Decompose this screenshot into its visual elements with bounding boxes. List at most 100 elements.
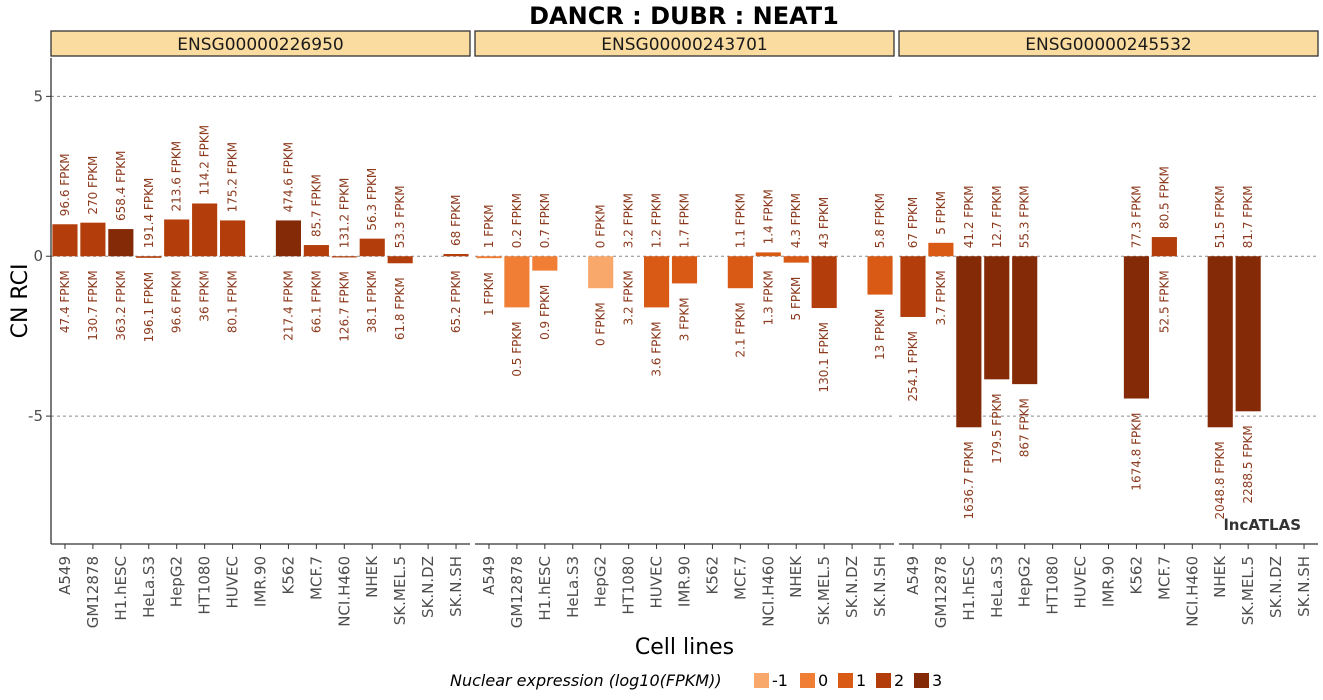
bottom-expression-label: 5 FPKM — [789, 277, 803, 321]
x-tick-label: HeLa.S3 — [140, 556, 158, 618]
bar — [80, 222, 106, 257]
x-tick-label: HT1080 — [1044, 556, 1062, 615]
x-tick-label: HepG2 — [592, 556, 610, 607]
top-expression-label: 85.7 FPKM — [309, 174, 323, 237]
top-expression-label: 51.5 FPKM — [1213, 185, 1227, 248]
bottom-expression-label: 867 FPKM — [1018, 398, 1032, 457]
x-tick-label: H1.hESC — [536, 556, 554, 621]
bottom-expression-label: 196.1 FPKM — [142, 272, 156, 343]
y-tick-label: 5 — [33, 87, 43, 105]
x-tick-label: SK.N.DZ — [1267, 556, 1285, 618]
x-tick-label: HUVEC — [648, 556, 666, 608]
x-tick-label: K562 — [279, 556, 297, 594]
bar — [984, 256, 1010, 380]
bottom-expression-label: 2048.8 FPKM — [1213, 441, 1227, 519]
bottom-expression-label: 61.8 FPKM — [393, 277, 407, 340]
lncatlas-watermark: lncATLAS — [1224, 516, 1301, 534]
top-expression-label: 175.2 FPKM — [226, 142, 240, 213]
x-tick-label: H1.hESC — [960, 556, 978, 621]
legend-label: 0 — [818, 671, 828, 690]
bottom-expression-label: 36 FPKM — [198, 270, 212, 321]
x-tick-label: MCF.7 — [1155, 556, 1173, 600]
bottom-expression-label: 13 FPKM — [873, 309, 887, 360]
bar — [783, 256, 809, 263]
bar — [532, 256, 558, 271]
bar — [192, 203, 218, 257]
x-tick-label: MCF.7 — [731, 556, 749, 600]
bottom-expression-label: 3.2 FPKM — [622, 270, 636, 325]
top-expression-label: 3.2 FPKM — [622, 193, 636, 248]
facet-strip-label: ENSG00000245532 — [1025, 35, 1191, 55]
facet-strip — [474, 30, 895, 57]
bottom-expression-label: 179.5 FPKM — [990, 393, 1004, 464]
panel-ensg00000245532: ENSG00000245532 A549 67 FPKM 254.1 FPKM GM12… — [898, 30, 1319, 628]
bar — [52, 224, 78, 257]
bottom-expression-label: 80.1 FPKM — [226, 270, 240, 333]
bottom-expression-label: 3.6 FPKM — [650, 321, 664, 376]
x-tick-label: A549 — [904, 556, 922, 595]
bar — [755, 252, 781, 257]
legend-swatch — [800, 673, 815, 688]
legend-label: 2 — [894, 671, 904, 690]
x-tick-label: A549 — [480, 556, 498, 595]
top-expression-label: 0.2 FPKM — [510, 193, 524, 248]
top-expression-label: 191.4 FPKM — [142, 178, 156, 249]
x-tick-label: HT1080 — [196, 556, 214, 615]
legend-title: Nuclear expression (log10(FPKM)) — [450, 671, 722, 690]
facet-panels: ENSG00000226950 A549 96.6 FPKM 47.4 FPKM GM1… — [50, 30, 1319, 628]
x-tick-label: NCI.H460 — [759, 556, 777, 627]
top-expression-label: 474.6 FPKM — [281, 142, 295, 213]
bottom-expression-label: 0.9 FPKM — [538, 285, 552, 340]
bar — [331, 256, 357, 258]
bar — [219, 220, 246, 257]
bottom-expression-label: 363.2 FPKM — [114, 270, 128, 341]
bar — [1123, 256, 1150, 399]
x-tick-label: NHEK — [363, 555, 381, 598]
bar — [1012, 256, 1038, 385]
x-tick-label: HepG2 — [168, 556, 186, 607]
x-tick-label: GM12878 — [508, 556, 526, 628]
bar — [504, 256, 530, 308]
x-tick-label: MCF.7 — [307, 556, 325, 600]
x-tick-label: SK.MEL.5 — [815, 556, 833, 625]
x-tick-label: SK.MEL.5 — [391, 556, 409, 625]
bar — [164, 219, 190, 257]
x-tick-label: SK.N.SH — [447, 556, 465, 617]
bottom-expression-label: 96.6 FPKM — [170, 270, 184, 333]
bottom-expression-label: 3.7 FPKM — [934, 270, 948, 325]
legend-swatch — [876, 673, 891, 688]
bar — [811, 256, 837, 309]
x-tick-label: SK.MEL.5 — [1239, 556, 1257, 625]
legend-label: 1 — [856, 671, 866, 690]
bar — [1235, 256, 1261, 412]
bottom-expression-label: 1.3 FPKM — [761, 270, 775, 325]
x-tick-label: HepG2 — [1016, 556, 1034, 607]
bottom-expression-label: 2.1 FPKM — [733, 302, 747, 357]
x-tick-label: NCI.H460 — [335, 556, 353, 627]
bottom-expression-label: 52.5 FPKM — [1157, 270, 1171, 333]
bottom-expression-label: 130.7 FPKM — [86, 270, 100, 341]
bottom-expression-label: 2288.5 FPKM — [1241, 425, 1255, 503]
top-expression-label: 53.3 FPKM — [393, 185, 407, 248]
bottom-expression-label: 1674.8 FPKM — [1129, 413, 1143, 491]
x-tick-label: IMR.90 — [676, 556, 694, 607]
x-tick-label: A549 — [56, 556, 74, 595]
bar — [108, 229, 134, 257]
bar — [588, 256, 614, 289]
top-expression-label: 213.6 FPKM — [170, 141, 184, 212]
bar — [1207, 256, 1233, 428]
x-tick-label: HUVEC — [1072, 556, 1090, 608]
y-axis: 5 0 -5 — [28, 58, 52, 544]
bar — [443, 253, 469, 257]
top-expression-label: 80.5 FPKM — [1157, 166, 1171, 229]
bar — [303, 245, 329, 257]
x-tick-label: NCI.H460 — [1183, 556, 1201, 627]
x-tick-label: H1.hESC — [112, 556, 130, 621]
facet-strip — [50, 30, 471, 57]
top-expression-label: 68 FPKM — [449, 195, 463, 246]
x-tick-label: IMR.90 — [252, 556, 270, 607]
y-tick-label: -5 — [28, 407, 43, 425]
top-expression-label: 43 FPKM — [817, 197, 831, 248]
facet-strip-label: ENSG00000226950 — [177, 35, 343, 55]
top-expression-label: 1.4 FPKM — [761, 189, 775, 244]
